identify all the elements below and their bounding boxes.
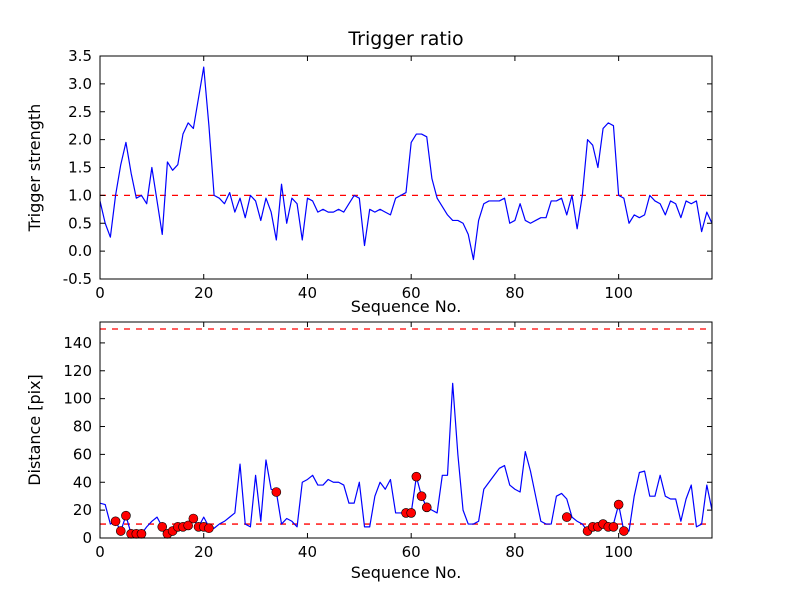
triggered-marker (411, 471, 422, 482)
triggered-marker (183, 520, 193, 531)
triggered-marker (421, 502, 432, 513)
x-tick-label: 0 (95, 284, 105, 302)
x-tick-label: 40 (298, 284, 317, 302)
triggered-marker (608, 522, 619, 532)
x-tick-label: 20 (194, 543, 213, 561)
y-tick-label: 60 (73, 445, 92, 463)
y-tick-label: 80 (73, 418, 92, 436)
x-axis-label: Sequence No. (351, 297, 462, 316)
y-tick-label: 3.0 (68, 75, 92, 93)
x-tick-label: 20 (194, 284, 213, 302)
y-tick-label: 2.5 (68, 103, 92, 121)
x-tick-label: 80 (505, 543, 524, 561)
triggered-marker (136, 529, 147, 539)
triggered-marker (613, 499, 624, 510)
x-axis-label: Sequence No. (351, 563, 462, 582)
y-tick-label: -0.5 (63, 270, 92, 288)
triggered-marker (188, 513, 199, 524)
x-tick-label: 100 (604, 284, 633, 302)
x-tick-label: 100 (604, 543, 633, 561)
axes-frame (99, 321, 713, 539)
triggered-marker (121, 510, 131, 521)
x-tick-label: 60 (402, 284, 421, 302)
x-tick-label: 60 (402, 543, 421, 561)
y-tick-label: 140 (63, 334, 92, 352)
trigger-strength-line (100, 66, 712, 261)
y-axis-label: Trigger strength (25, 104, 44, 233)
triggered-marker (271, 487, 282, 497)
y-tick-label: 1.5 (68, 159, 92, 177)
y-tick-label: 20 (73, 501, 92, 519)
distance-chart: 0 20 40 60 80 100 0 20 40 60 80 100 120 140 Sequence N… (25, 321, 713, 582)
y-tick-label: 100 (63, 390, 92, 408)
x-tick-label: 0 (95, 543, 105, 561)
chart-title: Trigger ratio (347, 28, 463, 50)
trigger-ratio-chart: 0 20 40 60 80 100 -0.5 0.0 0.5 1.0 1.5 2.0 2.5 3.0 3.5… (25, 28, 713, 316)
y-tick-label: 0.0 (68, 242, 92, 260)
x-tick-label: 80 (505, 284, 524, 302)
y-tick-label: 2.0 (68, 131, 92, 149)
y-tick-label: 40 (73, 473, 92, 491)
y-tick-label: 0.5 (68, 214, 92, 232)
triggered-marker (416, 491, 427, 501)
triggered-marker (204, 523, 214, 534)
y-tick-label: 3.5 (68, 47, 92, 65)
triggered-marker (115, 526, 126, 536)
y-tick-label: 0 (82, 529, 92, 547)
triggered-marker (619, 526, 629, 536)
triggered-marker (110, 516, 121, 527)
y-tick-label: 1.0 (68, 186, 92, 204)
triggered-marker (157, 522, 168, 532)
y-tick-label: 120 (63, 362, 92, 380)
triggered-marker (561, 512, 572, 522)
axes-frame (99, 55, 713, 280)
y-axis-label: Distance [pix] (25, 374, 44, 486)
triggered-marker (406, 508, 416, 518)
x-tick-label: 40 (298, 543, 317, 561)
